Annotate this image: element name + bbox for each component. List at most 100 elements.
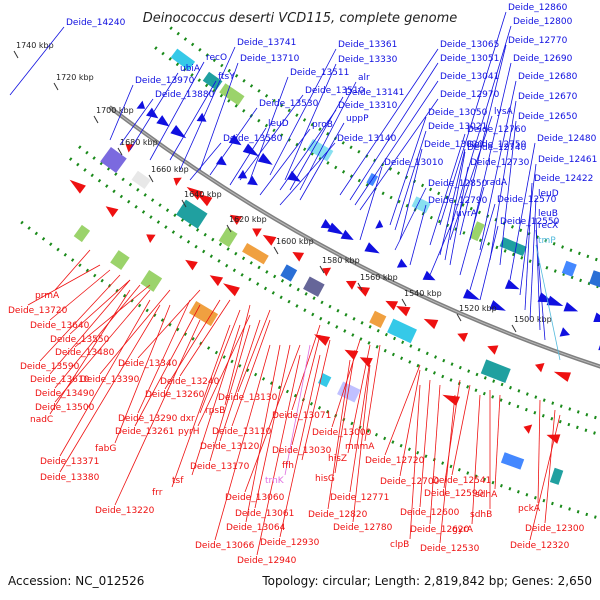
gene-label: prmA <box>35 291 60 301</box>
leader-line <box>9 26 65 96</box>
forward-gene-arrow <box>504 279 520 290</box>
gene-label: Deide_13610 <box>30 375 90 385</box>
reverse-gene-arrow <box>252 228 262 237</box>
gene-label: Deide_13550 <box>50 335 110 345</box>
leader-line <box>249 76 289 181</box>
leader-line <box>394 187 427 251</box>
leader-line <box>451 384 471 476</box>
content-block <box>140 269 163 292</box>
leader-line <box>384 364 421 456</box>
gene-label: trnK <box>265 476 285 486</box>
tick-mark <box>357 282 363 291</box>
leader-line <box>114 304 171 444</box>
gene-label: Deide_12680 <box>518 72 578 82</box>
tick-mark <box>117 147 123 156</box>
feature-tracks <box>69 48 600 485</box>
gene-label: nadC <box>30 415 53 425</box>
leader-line <box>299 122 345 201</box>
tick-mark <box>181 199 187 208</box>
leader-line <box>256 354 301 556</box>
forward-gene-arrow <box>340 229 354 240</box>
reverse-gene-arrow <box>223 283 240 297</box>
forward-gene-arrow <box>563 302 579 312</box>
gene-label: ffh <box>282 461 294 471</box>
gene-label: Deide_13220 <box>95 506 155 516</box>
leader-line <box>224 304 251 406</box>
accession-label: Accession: NC_012526 <box>8 574 144 588</box>
leader-line <box>471 394 481 525</box>
leader-line <box>469 203 496 291</box>
gene-label: Deide_13110 <box>212 427 272 437</box>
leader-line <box>59 304 161 473</box>
leader-line <box>489 100 517 261</box>
gene-label: Deide_12860 <box>508 3 568 13</box>
gene-label: Deide_12690 <box>513 54 573 64</box>
forward-gene-arrow <box>146 107 159 119</box>
leader-line <box>449 166 469 266</box>
leader-line <box>69 279 131 335</box>
gene-label: Deide_13530 <box>259 99 319 109</box>
gene-label: Deide_12461 <box>538 155 597 165</box>
leader-line <box>171 324 231 488</box>
gene-label: ftsY <box>218 72 235 82</box>
content-block <box>242 242 269 265</box>
gene-label: pckA <box>518 504 541 514</box>
gene-label: Deide_12750 <box>467 140 527 150</box>
leader-line <box>197 314 251 427</box>
reverse-gene-arrow <box>356 286 370 297</box>
forward-gene-arrow <box>422 270 436 281</box>
reverse-gene-arrow <box>322 267 332 277</box>
leader-line <box>439 11 507 226</box>
content-block <box>280 264 298 282</box>
content-block <box>561 260 577 277</box>
gene-label: Deide_12930 <box>260 538 320 548</box>
gene-label: Deide_12760 <box>467 125 527 135</box>
tick-mark <box>53 82 59 91</box>
leader-line <box>443 379 461 489</box>
leader-line <box>164 299 221 390</box>
map-title: Deinococcus deserti VCD115, complete gen… <box>143 11 458 26</box>
tick-mark <box>148 174 154 183</box>
leader-line <box>199 309 241 414</box>
gene-label: leuD <box>538 189 559 199</box>
gene-label: hisZ <box>328 454 347 464</box>
leader-line <box>259 128 311 196</box>
leader-line <box>49 279 131 375</box>
reverse-gene-arrow <box>345 280 357 290</box>
gene-label: Deide_13071 <box>272 411 331 421</box>
gene-label: Deide_13240 <box>160 377 220 387</box>
leader-line <box>254 344 291 509</box>
reverse-gene-arrow <box>385 300 399 311</box>
gene-label: Deide_13020 <box>424 140 484 150</box>
gene-label: Deide_12720 <box>365 456 425 466</box>
kbp-tick-label: 1560 kbp <box>360 273 398 282</box>
reverse-gene-arrow <box>487 345 499 355</box>
tick-mark <box>13 50 19 59</box>
gene-label: Deide_13000 <box>312 428 372 438</box>
content-block <box>100 146 127 174</box>
leader-line <box>449 25 512 231</box>
gene-label: Deide_13580 <box>223 134 283 144</box>
leader-line <box>429 217 455 276</box>
leader-line <box>27 264 101 306</box>
kbp-tick-label: 1520 kbp <box>459 304 497 313</box>
gene-label: Deide_12800 <box>513 17 573 27</box>
gene-label: Deide_13065 <box>440 40 499 50</box>
gene-label: hisG <box>315 474 335 484</box>
gene-label: dxr <box>180 414 195 424</box>
content-block <box>469 221 485 242</box>
gene-label: Deide_12600 <box>400 508 460 518</box>
gene-label: Deide_13061 <box>235 509 294 519</box>
gene-label: rpsB <box>205 406 225 416</box>
leader-line <box>429 133 466 246</box>
leader-line <box>389 116 427 226</box>
forward-gene-arrow <box>196 112 207 122</box>
leader-line <box>291 334 321 446</box>
gene-label: Deide_12790 <box>428 196 488 206</box>
content-block <box>480 359 511 383</box>
forward-gene-arrow <box>170 125 187 139</box>
forward-gene-arrow <box>593 312 600 322</box>
gene-label: Deide_13710 <box>240 54 300 64</box>
gene-label: Deide_13480 <box>55 348 115 358</box>
leader-line <box>279 354 321 538</box>
